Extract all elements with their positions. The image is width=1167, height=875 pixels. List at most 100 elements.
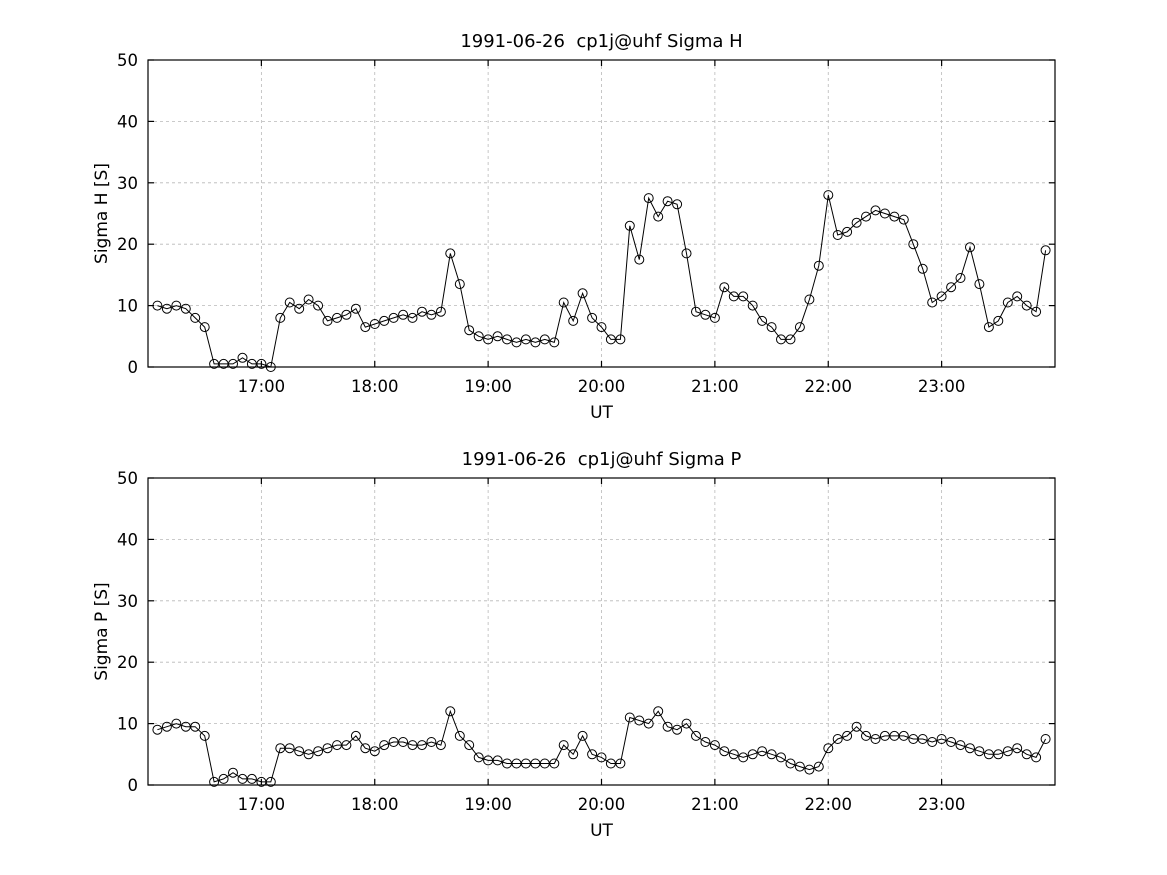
sigma-p-data-point-marker: [445, 706, 456, 717]
sigma-p-data-point-marker: [870, 734, 881, 744]
sigma-p-ytick-label: 50: [117, 469, 138, 488]
sigma-h-data-point-marker: [1021, 300, 1032, 311]
sigma-h-grid: [148, 60, 1055, 367]
sigma-p-data-point-marker: [993, 749, 1004, 760]
sigma-p-data-point-marker: [265, 776, 276, 787]
sigma-p-data-point-marker: [766, 749, 777, 760]
sigma-h-data-point-marker: [237, 352, 248, 363]
sigma-h-data-point-marker: [983, 322, 994, 333]
sigma-h-data-point-marker: [804, 294, 815, 305]
sigma-p-data-point-marker: [974, 746, 985, 757]
sigma-p-ytick-label: 0: [128, 776, 139, 795]
sigma-h-data-point-marker: [407, 312, 418, 323]
sigma-p-data-point-marker: [681, 718, 692, 729]
sigma-h-data-point-marker: [492, 331, 503, 342]
sigma-p-tick-marks: [148, 477, 1055, 786]
sigma-h-data-point-marker: [757, 315, 768, 326]
sigma-p-xtick-label: 18:00: [351, 795, 399, 814]
sigma-p-data-point-marker: [398, 737, 409, 747]
sigma-p-data-point-marker: [804, 764, 815, 775]
sigma-p-data-point-marker: [322, 743, 333, 754]
sigma-h-xtick-label: 23:00: [918, 377, 966, 396]
sigma-p-data-point-marker: [946, 737, 957, 747]
sigma-h-data-point-marker: [464, 325, 475, 336]
sigma-h-data-point-marker: [445, 248, 456, 259]
sigma-p-data-point-marker: [284, 743, 295, 754]
sigma-p-ytick-label: 30: [117, 592, 138, 611]
sigma-h-data-point-marker: [294, 303, 305, 314]
sigma-p-xtick-label: 20:00: [578, 795, 626, 814]
sigma-p-xtick-label: 22:00: [804, 795, 852, 814]
sigma-h-data-point-marker: [313, 300, 324, 311]
sigma-h-xtick-label: 19:00: [464, 377, 512, 396]
sigma-p-xtick-label: 19:00: [464, 795, 512, 814]
sigma-p-data-point-marker: [360, 743, 371, 754]
sigma-p-data-point-marker: [719, 746, 730, 757]
sigma-h-ylabel: Sigma H [S]: [92, 163, 112, 264]
sigma-p-xtick-label: 17:00: [238, 795, 286, 814]
sigma-h-data-point-marker: [615, 334, 626, 345]
sigma-h-data-point-marker: [1031, 306, 1042, 317]
sigma-h-data-point-marker: [785, 334, 796, 345]
sigma-p-data-point-marker: [1040, 734, 1051, 744]
sigma-p-data-point-marker: [936, 734, 947, 744]
sigma-h-data-point-marker: [823, 190, 834, 201]
sigma-h-data-point-marker: [719, 282, 730, 293]
sigma-h-data-point-marker: [1012, 291, 1023, 302]
sigma-p-data-point-marker: [369, 746, 380, 757]
sigma-h-xtick-label: 21:00: [691, 377, 739, 396]
sigma-p-ytick-label: 40: [117, 530, 138, 549]
sigma-p-data-point-marker: [738, 752, 749, 763]
sigma-p-xtick-label: 23:00: [918, 795, 966, 814]
sigma-p-data-point-marker: [1031, 752, 1042, 763]
sigma-p-data-point-marker: [813, 761, 824, 772]
sigma-p-data-point-marker: [303, 749, 314, 760]
sigma-h-data-point-marker: [662, 196, 673, 207]
sigma-p-data-point-marker: [615, 758, 626, 769]
sigma-h-data-point-marker: [360, 322, 371, 333]
sigma-h-title: 1991-06-26 cp1j@uhf Sigma H: [460, 31, 742, 52]
sigma-h-data-point-marker: [993, 315, 1004, 326]
sigma-h-data-point-marker: [681, 248, 692, 259]
sigma-h-data-point-marker: [709, 312, 720, 323]
sigma-p-data-point-marker: [842, 730, 853, 741]
sigma-h-data-point-marker: [634, 254, 645, 265]
sigma-h-data-point-marker: [1040, 245, 1051, 256]
sigma-h-data-point-marker: [473, 331, 484, 342]
sigma-h-data-point-marker: [398, 309, 409, 320]
sigma-p-data-point-marker: [757, 746, 768, 757]
sigma-h-ytick-label: 50: [117, 51, 138, 70]
sigma-p-title: 1991-06-26 cp1j@uhf Sigma P: [462, 449, 742, 470]
sigma-h-xlabel: UT: [590, 403, 613, 423]
sigma-p-data-point-marker: [558, 740, 569, 751]
sigma-h-data-point-marker: [558, 297, 569, 308]
sigma-h-data-point-marker: [180, 303, 191, 314]
sigma-p-ylabel: Sigma P [S]: [92, 582, 112, 680]
sigma-h-data-point-marker: [898, 214, 909, 225]
sigma-h-data-point-marker: [388, 312, 399, 323]
sigma-h-data-point-marker: [587, 312, 598, 323]
sigma-h-data-point-marker: [653, 211, 664, 222]
sigma-p-data-point-marker: [199, 730, 210, 741]
sigma-h-data-point-marker: [842, 226, 853, 237]
sigma-h-data-point-marker: [161, 303, 172, 314]
sigma-p-data-point-marker: [464, 740, 475, 751]
sigma-p-markers: [152, 706, 1051, 787]
sigma-h-data-point-marker: [190, 312, 201, 323]
sigma-h-chart: 17:00 18:00 19:00 20:00 21:00 22:00 23:00 0 10 20…: [92, 31, 1056, 423]
sigma-p-data-point-marker: [473, 752, 484, 763]
sigma-h-data-point-marker: [643, 193, 654, 204]
sigma-p-data-point-marker: [454, 730, 465, 741]
sigma-h-data-point-marker: [332, 312, 342, 323]
sigma-h-data-point-marker: [256, 358, 267, 369]
sigma-h-data-point-marker: [672, 199, 683, 210]
sigma-h-data-point-marker: [908, 239, 919, 250]
sigma-h-tick-marks: [148, 59, 1055, 368]
sigma-h-data-point-marker: [889, 211, 900, 222]
sigma-h-data-point-marker: [568, 315, 579, 326]
sigma-h-data-point-marker: [624, 220, 635, 231]
sigma-p-chart: 17:00 18:00 19:00 20:00 21:00 22:00 23:00 0 10 20…: [92, 449, 1056, 841]
sigma-p-data-point-marker: [313, 746, 324, 757]
sigma-p-data-point-marker: [955, 740, 966, 751]
sigma-p-data-point-marker: [218, 773, 229, 784]
